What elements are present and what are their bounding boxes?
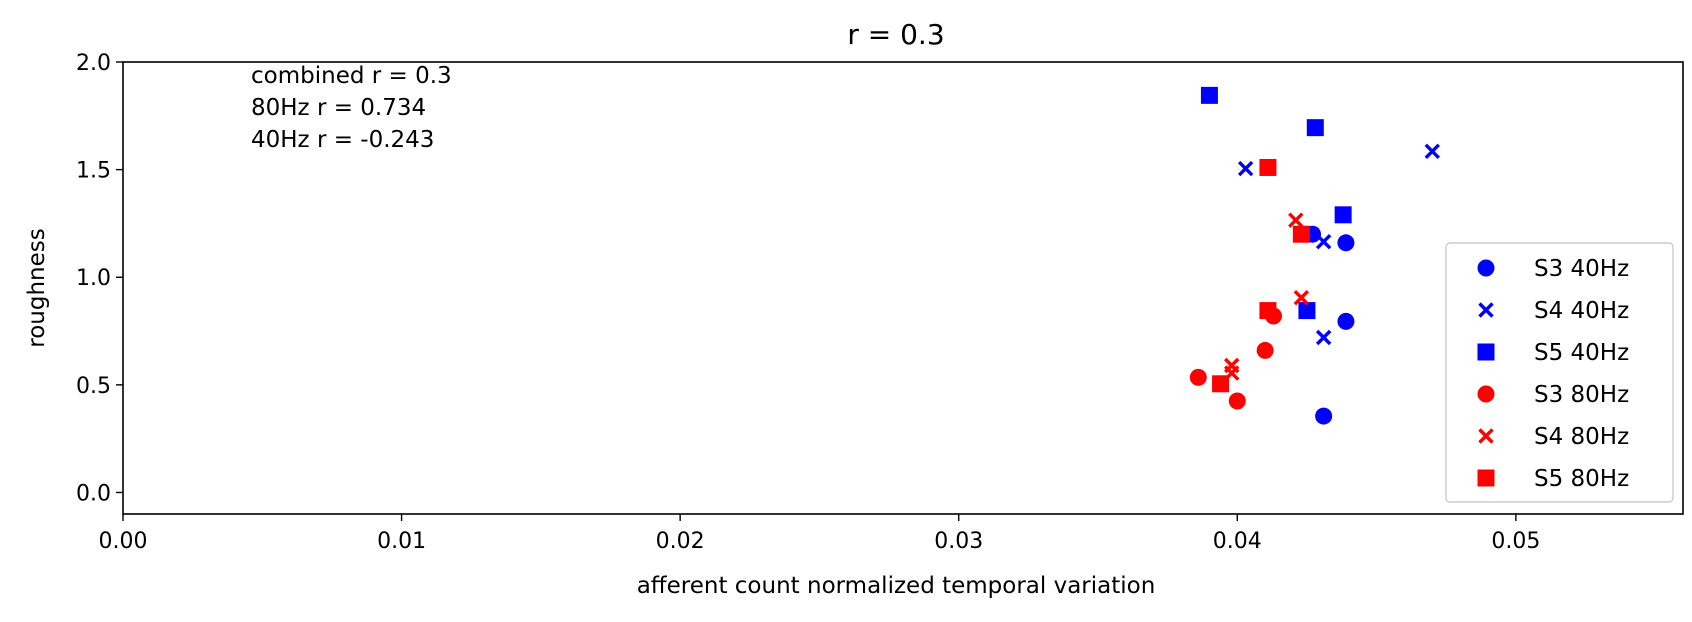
- legend-marker-s5-40hz: [1477, 343, 1495, 361]
- y-tick-label: 0.0: [76, 481, 111, 506]
- x-tick-label: 0.00: [99, 529, 148, 554]
- point-s5-80hz: [1212, 375, 1230, 393]
- x-axis-label: afferent count normalized temporal varia…: [637, 573, 1156, 599]
- point-s3-40hz: [1337, 234, 1355, 252]
- legend: S3 40Hz S4 40Hz S5 40Hz S3 80Hz S4 80Hz S5 80…: [1445, 242, 1674, 503]
- point-s3-40hz: [1337, 312, 1355, 330]
- correlation-annotations: combined r = 0.3 80Hz r = 0.734 40Hz r =…: [251, 63, 452, 153]
- y-tick-label: 0.5: [76, 374, 111, 399]
- point-s5-40hz: [1334, 206, 1352, 224]
- legend-label-s4-80hz: S4 80Hz: [1534, 424, 1629, 450]
- legend-marker-s3-80hz: [1477, 385, 1495, 403]
- legend-label-s5-40hz: S5 40Hz: [1534, 340, 1629, 366]
- point-s4-80hz: [1288, 212, 1304, 228]
- point-s5-80hz: [1259, 158, 1277, 176]
- point-s5-40hz: [1200, 86, 1218, 104]
- x-tick-label: 0.02: [656, 529, 705, 554]
- point-s5-80hz: [1292, 225, 1310, 243]
- annotation-80hz: 80Hz r = 0.734: [251, 95, 426, 121]
- plot-area-frame: [122, 61, 1684, 515]
- legend-label-s5-80hz: S5 80Hz: [1534, 466, 1629, 492]
- x-tick-label: 0.03: [934, 529, 983, 554]
- x-tick-label: 0.05: [1491, 529, 1540, 554]
- point-s4-80hz: [1293, 289, 1310, 306]
- y-axis: 0.0 0.5 1.0 1.5 2.0: [76, 51, 123, 506]
- annotation-40hz: 40Hz r = -0.243: [251, 127, 434, 153]
- x-tick-label: 0.04: [1213, 529, 1262, 554]
- x-tick-label: 0.01: [377, 529, 426, 554]
- chart-title: r = 0.3: [847, 18, 944, 51]
- point-s5-40hz: [1306, 119, 1324, 137]
- legend-label-s3-80hz: S3 80Hz: [1534, 382, 1629, 408]
- point-s3-40hz: [1315, 407, 1333, 425]
- legend-marker-s4-40hz: [1478, 302, 1494, 318]
- legend-marker-s3-40hz: [1477, 259, 1495, 277]
- y-axis-label: roughness: [24, 228, 50, 347]
- y-tick-label: 1.0: [76, 266, 111, 291]
- legend-marker-s4-80hz: [1478, 428, 1494, 444]
- y-tick-label: 2.0: [76, 51, 111, 76]
- point-s4-40hz: [1237, 160, 1254, 177]
- point-s5-80hz: [1259, 302, 1277, 320]
- legend-box: [1445, 242, 1674, 503]
- point-s4-40hz: [1315, 234, 1332, 250]
- point-s3-80hz: [1189, 368, 1207, 386]
- data-points: [1189, 86, 1440, 425]
- legend-label-s4-40hz: S4 40Hz: [1534, 298, 1629, 324]
- point-s3-80hz: [1228, 392, 1246, 410]
- annotation-combined: combined r = 0.3: [251, 63, 452, 89]
- x-axis: 0.00 0.01 0.02 0.03 0.04 0.05: [99, 514, 1540, 554]
- legend-label-s3-40hz: S3 40Hz: [1534, 256, 1629, 282]
- point-s3-80hz: [1256, 341, 1274, 359]
- point-s5-40hz: [1298, 302, 1316, 320]
- point-s4-40hz: [1315, 329, 1332, 346]
- point-s4-40hz: [1424, 143, 1440, 160]
- legend-marker-s5-80hz: [1477, 469, 1495, 487]
- y-tick-label: 1.5: [76, 159, 111, 184]
